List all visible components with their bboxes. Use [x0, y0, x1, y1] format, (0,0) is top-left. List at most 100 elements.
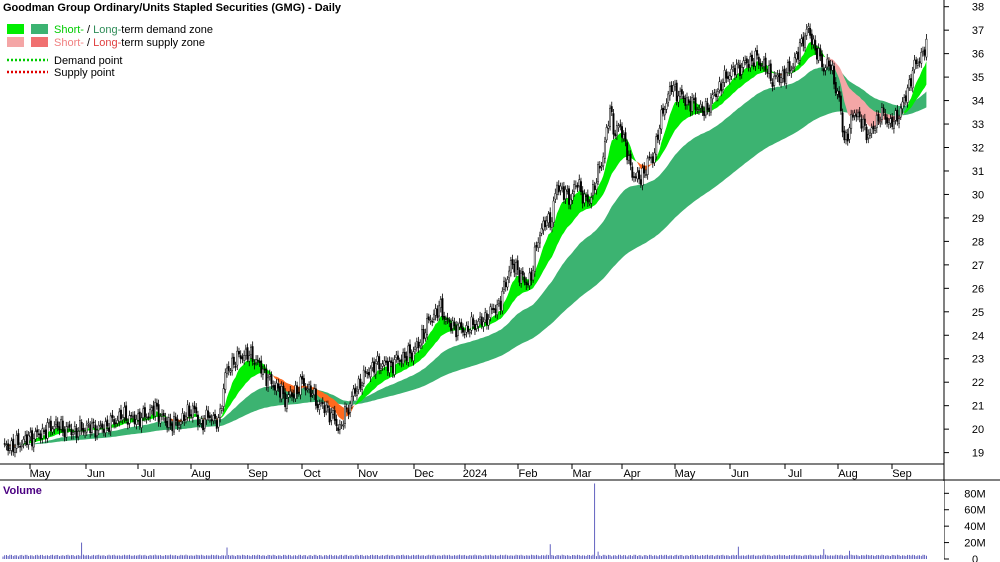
candle-body [532, 269, 535, 281]
candle-body [886, 117, 889, 124]
candle-body [580, 181, 582, 193]
candle-body [631, 166, 634, 178]
candle-body [73, 426, 76, 432]
candle-body [869, 132, 871, 136]
candle-body [636, 171, 639, 180]
candle-body [638, 170, 641, 180]
candle-body [648, 156, 651, 159]
candle-body [525, 281, 528, 286]
candle-body [441, 298, 444, 318]
candle-body [658, 127, 661, 141]
candle-body [455, 325, 458, 338]
candle-body [816, 48, 818, 60]
candle-body [34, 431, 37, 440]
candle-body [756, 50, 759, 56]
candle-body [698, 109, 700, 111]
candle-body [588, 202, 591, 204]
candle-body [566, 190, 569, 192]
candle-body [85, 424, 88, 433]
candle-body [645, 174, 647, 176]
candle-body [911, 70, 914, 89]
candle-body [520, 272, 523, 284]
candle-body [557, 185, 560, 193]
candle-body [270, 374, 273, 385]
x-tick-label: Jul [788, 468, 802, 480]
candle-body [836, 90, 839, 95]
candle-body [232, 356, 235, 365]
y-tick-label: 28 [972, 236, 984, 248]
candle-body [202, 420, 205, 431]
candle-body [80, 421, 83, 431]
candle-body [53, 425, 56, 430]
y-tick-label: 20 [972, 424, 984, 436]
candle-body [677, 95, 680, 103]
candle-body [892, 121, 895, 129]
candle-body [742, 60, 745, 68]
candle-body [340, 424, 343, 426]
candle-body [709, 97, 712, 113]
candle-body [328, 408, 331, 423]
y-tick-label: 27 [972, 260, 984, 272]
candle-body [60, 418, 63, 430]
candle-body [550, 220, 553, 228]
candle-body [910, 78, 912, 87]
x-tick-label: Jun [87, 468, 105, 480]
candle-body [716, 91, 719, 97]
y-tick-label: 36 [972, 49, 984, 61]
candle-body [280, 386, 283, 400]
x-tick-label: 2024 [463, 468, 487, 480]
short-term-supply-segment [825, 57, 905, 128]
candle-body [439, 299, 442, 308]
candle-body [133, 414, 136, 425]
candle-body [496, 304, 499, 315]
candle-body [727, 76, 729, 79]
candle-body [590, 197, 593, 204]
candle-body [891, 116, 894, 127]
x-tick-label: May [675, 468, 696, 480]
candle-body [511, 259, 514, 265]
candle-body [364, 371, 367, 373]
candle-body [236, 350, 239, 366]
candle-body [99, 425, 102, 427]
candle-body [689, 100, 692, 112]
candle-body [434, 308, 437, 316]
volume-tick-label: 40M [964, 521, 985, 533]
candle-body [376, 355, 379, 362]
candle-body [786, 62, 789, 73]
candle-body [916, 63, 919, 66]
candle-body [313, 388, 316, 396]
candle-body [90, 422, 93, 433]
candle-body [96, 429, 98, 436]
candle-body [108, 427, 110, 432]
candle-body [419, 342, 422, 347]
candle-body [780, 77, 782, 84]
candle-body [819, 48, 822, 57]
candle-body [138, 411, 141, 427]
candle-body [176, 418, 179, 427]
candle-body [653, 152, 656, 163]
y-tick-label: 34 [972, 96, 984, 108]
candle-body [843, 130, 846, 141]
candle-body [542, 220, 545, 231]
candle-body [332, 410, 334, 415]
candle-body [321, 401, 324, 405]
candle-body [279, 386, 281, 398]
candle-body [43, 430, 45, 432]
candle-body [277, 383, 280, 389]
candle-body [470, 316, 473, 331]
candle-body [347, 409, 350, 415]
candle-body [22, 439, 25, 445]
candle-body [809, 27, 812, 36]
candle-body [804, 35, 806, 49]
candle-body [850, 114, 853, 129]
candle-body [155, 402, 158, 407]
candle-body [325, 404, 328, 412]
candle-body [607, 125, 610, 129]
candle-body [58, 426, 61, 431]
candle-body [296, 385, 299, 395]
candle-body [152, 405, 155, 416]
x-tick-label: Nov [358, 468, 378, 480]
candle-body [573, 184, 576, 193]
short-term-demand-segment [355, 133, 638, 405]
candle-body [571, 193, 574, 201]
